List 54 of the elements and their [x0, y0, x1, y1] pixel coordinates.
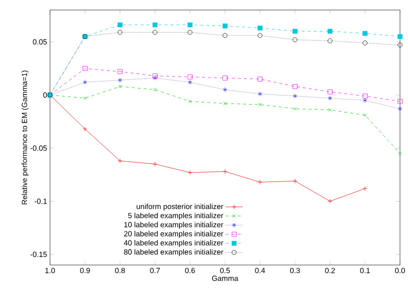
point	[292, 84, 298, 89]
point	[328, 89, 332, 94]
point	[118, 78, 122, 83]
point	[398, 42, 402, 48]
point	[328, 38, 332, 44]
point	[222, 87, 228, 92]
point	[258, 92, 262, 96]
point	[188, 170, 192, 175]
point	[118, 30, 122, 35]
point	[118, 69, 122, 74]
point	[82, 126, 88, 132]
point	[152, 162, 158, 166]
point	[188, 74, 192, 80]
point	[82, 80, 88, 85]
point	[328, 28, 332, 34]
point	[362, 94, 368, 98]
point	[292, 37, 298, 42]
point	[258, 102, 262, 106]
point	[188, 100, 192, 104]
point	[222, 24, 228, 28]
point	[82, 66, 88, 71]
point	[222, 169, 228, 174]
point	[398, 34, 402, 39]
point	[118, 158, 122, 164]
point	[398, 152, 402, 156]
point	[83, 96, 87, 100]
point	[152, 30, 158, 35]
point	[328, 96, 332, 101]
point	[398, 106, 402, 112]
point	[258, 76, 262, 82]
point	[222, 76, 228, 80]
point	[363, 113, 367, 117]
point	[398, 98, 402, 104]
point	[362, 98, 368, 103]
point	[258, 26, 262, 30]
point	[362, 40, 368, 46]
point	[292, 94, 298, 98]
point	[293, 107, 297, 111]
point	[292, 28, 298, 34]
point	[328, 108, 332, 112]
point	[258, 180, 262, 185]
point	[118, 22, 122, 28]
point	[292, 178, 298, 184]
point	[328, 198, 332, 204]
point	[152, 73, 158, 78]
point	[188, 80, 192, 85]
point	[258, 33, 262, 38]
point	[153, 88, 157, 92]
point	[222, 33, 228, 38]
point	[152, 76, 158, 80]
point	[152, 22, 158, 28]
point	[188, 30, 192, 35]
point	[362, 30, 368, 36]
point	[188, 22, 192, 28]
